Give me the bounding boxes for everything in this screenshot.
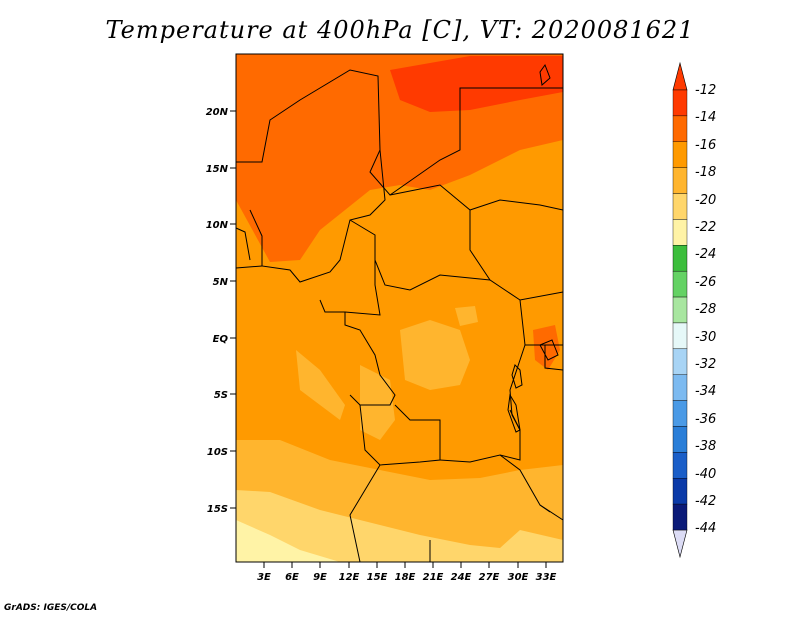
colorbar-swatch: [672, 348, 688, 375]
colorbar-label: -12: [695, 83, 716, 98]
colorbar-swatch: [672, 426, 688, 453]
lake-outlines: [507, 63, 559, 433]
lon-axis: 3E 6E 9E 12E 15E 18E 21E 24E 27E 30E 33E: [257, 562, 557, 583]
colorbar-label: -32: [695, 357, 716, 372]
colorbar-swatch: [672, 141, 688, 168]
lon-label: 24E: [451, 572, 472, 583]
lat-label: 10S: [207, 447, 228, 458]
colorbar-swatch: [672, 400, 688, 427]
colorbar-swatch: [672, 452, 688, 479]
colorbar-bottom-triangle: [672, 529, 688, 559]
colorbar-label: -40: [695, 467, 716, 482]
colorbar-swatch: [672, 115, 688, 142]
colorbar-label: -42: [695, 494, 716, 509]
colorbar-top-triangle: [672, 61, 688, 91]
colorbar-swatch: [672, 374, 688, 401]
lat-label: 5S: [214, 390, 228, 401]
colorbar-swatch: [672, 193, 688, 220]
colorbar-label: -22: [695, 220, 716, 235]
lon-label: 12E: [339, 572, 360, 583]
colorbar-label: -18: [695, 165, 716, 180]
colorbar-label: -28: [695, 302, 716, 317]
colorbar-swatch: [672, 322, 688, 350]
temperature-contour-minus12: [390, 56, 563, 112]
lat-label: EQ: [213, 334, 229, 345]
temperature-contour-minus20: [236, 520, 340, 562]
lon-label: 30E: [508, 572, 529, 583]
lon-label: 18E: [395, 572, 416, 583]
colorbar-label: -44: [695, 521, 716, 536]
lat-label: 10N: [206, 220, 229, 231]
colorbar-swatch: [672, 245, 688, 272]
lon-label: 27E: [479, 572, 500, 583]
colorbar-swatch: [672, 296, 688, 324]
colorbar-swatch: [672, 270, 688, 298]
colorbar-swatch: [672, 219, 688, 246]
colorbar-label: -14: [695, 110, 716, 125]
colorbar-swatch: [672, 478, 688, 505]
colorbar-label: -24: [695, 247, 716, 262]
lon-label: 33E: [536, 572, 557, 583]
colorbar-label: -34: [695, 384, 716, 399]
colorbar-label: -16: [695, 138, 716, 153]
colorbar-label: -36: [695, 412, 716, 427]
country-boundaries: [235, 69, 564, 563]
colorbar-swatch: [672, 167, 688, 194]
temperature-contour-minus16-blob: [455, 306, 478, 326]
map-frame: [235, 53, 564, 563]
lon-label: 15E: [367, 572, 388, 583]
colorbar-swatch: [672, 503, 688, 531]
colorbar-label: -38: [695, 439, 716, 454]
lat-axis: 20N 15N 10N 5N EQ 5S 10S 15S: [206, 107, 236, 515]
map-panel: [235, 53, 564, 563]
lat-label: 5N: [213, 277, 229, 288]
colorbar-label: -20: [695, 193, 716, 208]
temperature-contour-minus18: [236, 490, 563, 562]
temperature-contour-minus16-central: [400, 320, 470, 390]
lat-label: 20N: [206, 107, 229, 118]
lat-label: 15N: [206, 164, 229, 175]
lon-label: 6E: [285, 572, 299, 583]
lon-label: 3E: [257, 572, 271, 583]
colorbar: -12 -14 -16 -18 -20 -22 -24 -26 -28 -30 …: [672, 61, 716, 559]
temperature-contour-minus16-west: [296, 350, 345, 420]
colorbar-label: -26: [695, 275, 716, 290]
colorbar-swatch: [672, 89, 688, 117]
colorbar-label: -30: [695, 330, 716, 345]
temperature-contour-minus14-east: [533, 325, 560, 370]
lat-label: 15S: [207, 504, 228, 515]
lon-label: 9E: [313, 572, 327, 583]
credit-text: GrADS: IGES/COLA: [4, 603, 98, 613]
lon-label: 21E: [423, 572, 444, 583]
chart-title: Temperature at 400hPa [C], VT: 202008162…: [105, 16, 695, 44]
